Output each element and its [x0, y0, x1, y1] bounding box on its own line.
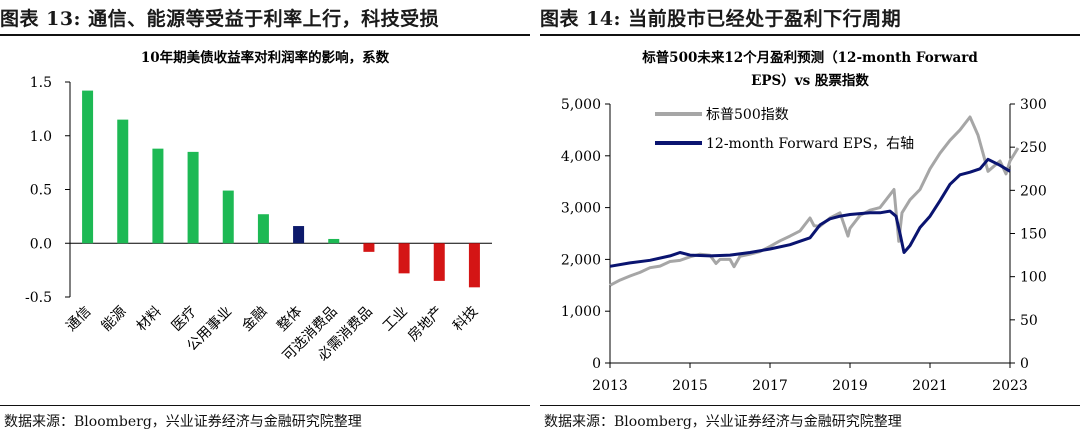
line-chart-right-tick-label: 250 [1020, 140, 1047, 156]
legend-label-sp500: 标普500指数 [706, 107, 789, 123]
line-chart-title-line-2: EPS）vs 股票指数 [751, 72, 869, 89]
bar-5 [257, 214, 269, 244]
line-chart-left-tick-label: 5,000 [561, 97, 601, 113]
bar-category-label: 材料 [134, 304, 165, 335]
figure-13-source: 数据来源：Bloomberg，兴业证券经济与金融研究院整理 [4, 414, 362, 430]
bar-4 [222, 190, 234, 244]
figure-14-title: 图表 14: 当前股市已经处于盈利下行周期 [540, 8, 902, 30]
line-chart-right-tick-label: 200 [1020, 183, 1047, 199]
bar-chart-bars [82, 90, 480, 288]
sector-coefficient-bar-chart: 10年期美债收益率对利润率的影响，系数 -0.5 0.0 0.5 1.0 1.5 通信能… [25, 49, 492, 365]
line-chart-left-tick-label: 1,000 [561, 304, 601, 320]
eps-vs-index-line-chart: 标普500未来12个月盈利预测（12-month Forward EPS）vs … [561, 49, 1047, 394]
bar-6 [293, 226, 305, 244]
series-line-forward-eps [609, 157, 1011, 268]
line-chart-legend: 标普500指数 12-month Forward EPS，右轴 [655, 107, 914, 152]
line-chart-left-tick-label: 4,000 [561, 149, 601, 165]
legend-label-forward-eps: 12-month Forward EPS，右轴 [706, 136, 914, 152]
line-chart-title-line-1: 标普500未来12个月盈利预测（12-month Forward [641, 49, 978, 66]
bar-category-label: 房地产 [405, 304, 446, 345]
bar-chart-y-tick-label: 1.0 [30, 129, 52, 145]
line-chart-left-tick-label: 3,000 [561, 201, 601, 217]
line-chart-right-tick-label: 100 [1020, 270, 1047, 286]
bar-3 [187, 151, 199, 244]
line-chart-left-tick-label: 2,000 [561, 252, 601, 268]
bar-11 [468, 243, 480, 288]
bar-chart-title: 10年期美债收益率对利润率的影响，系数 [141, 49, 390, 66]
bar-9 [398, 243, 410, 274]
line-chart-x-tick-label: 2019 [832, 378, 868, 394]
figure-13: 图表 13: 通信、能源等受益于利率上行，科技受损 10年期美债收益率对利润率的… [0, 0, 530, 433]
bar-0 [82, 90, 94, 244]
bar-chart-y-tick-label: 0.0 [30, 236, 52, 252]
bar-category-label: 工业 [380, 304, 411, 335]
figure-13-title: 图表 13: 通信、能源等受益于利率上行，科技受损 [0, 8, 440, 30]
line-chart-axes: 0 1,000 2,000 3,000 4,000 5,000 0 50 100 150 200 25… [561, 97, 1047, 394]
bar-chart-y-tick-label: -0.5 [25, 290, 52, 306]
line-chart-x-tick-label: 2015 [672, 378, 708, 394]
line-chart-right-tick-label: 50 [1020, 313, 1038, 329]
bar-2 [152, 148, 164, 244]
line-chart-right-tick-label: 0 [1020, 356, 1029, 372]
line-chart-right-tick-label: 300 [1020, 97, 1047, 113]
line-chart-right-tick-label: 150 [1020, 227, 1047, 243]
line-chart-x-tick-label: 2023 [992, 378, 1028, 394]
bar-category-label: 医疗 [169, 304, 200, 335]
bar-category-label: 金融 [239, 304, 270, 335]
bar-chart-y-tick-label: 1.5 [30, 75, 52, 91]
bar-chart-y-tick-label: 0.5 [30, 183, 52, 199]
line-chart-series [609, 115, 1020, 287]
bar-1 [117, 119, 129, 244]
figure-14-bottom-rule [540, 405, 1080, 406]
figure-14-source: 数据来源：Bloomberg，兴业证券经济与金融研究院整理 [544, 414, 902, 430]
bar-10 [433, 243, 445, 281]
bar-chart-y-axis: -0.5 0.0 0.5 1.0 1.5 [25, 75, 492, 306]
bar-category-label: 能源 [98, 304, 129, 335]
figure-14: 图表 14: 当前股市已经处于盈利下行周期 标普500未来12个月盈利预测（12… [540, 0, 1080, 433]
line-chart-left-tick-label: 0 [592, 356, 601, 372]
bar-category-label: 整体 [274, 304, 305, 335]
bar-7 [328, 238, 340, 244]
figure-13-bottom-rule [0, 405, 530, 406]
line-chart-x-tick-label: 2021 [912, 378, 948, 394]
figure-14-top-rule [540, 34, 1080, 36]
figure-13-top-rule [0, 34, 530, 36]
bar-category-label: 科技 [450, 304, 481, 335]
bar-category-label: 通信 [63, 304, 94, 335]
bar-8 [363, 243, 375, 252]
line-chart-x-tick-label: 2017 [752, 378, 788, 394]
line-chart-x-tick-label: 2013 [592, 378, 628, 394]
